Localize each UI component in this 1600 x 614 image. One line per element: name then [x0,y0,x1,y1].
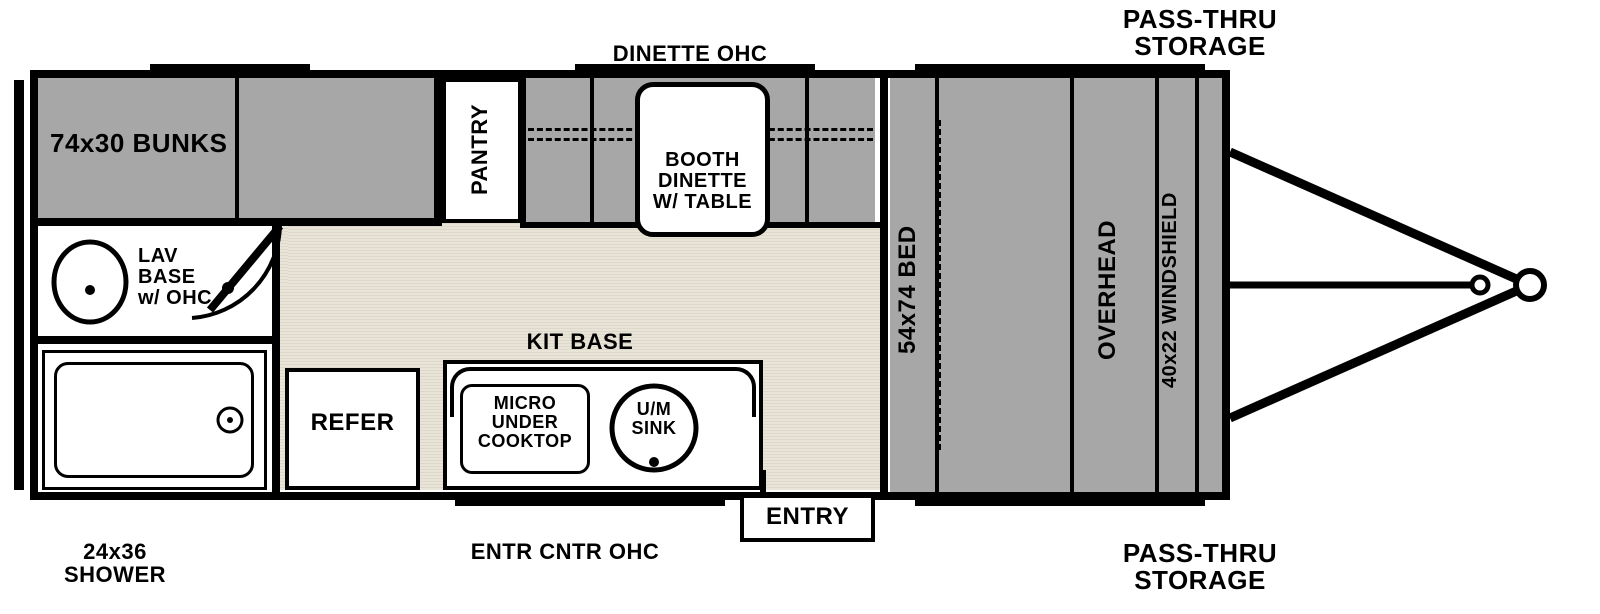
label-pass-thru-bottom: PASS-THRUSTORAGE [1070,540,1330,595]
label-kitbase: KIT BASE [500,330,660,353]
label-entry: ENTRY [745,504,870,529]
label-booth: BOOTHDINETTEW/ TABLE [640,150,765,213]
rear-bumper [14,80,24,490]
label-windshield: 40x22 WINDSHIELD [1160,150,1181,430]
label-pass-thru-top: PASS-THRUSTORAGE [1070,6,1330,61]
label-shower: 24x36SHOWER [30,540,200,586]
bed-dash [938,120,941,450]
bed-div2 [1070,78,1074,492]
window-bot-2 [455,500,725,506]
window-top-1 [150,64,310,70]
label-overhead: OVERHEAD [1095,200,1120,380]
shower-drain-icon [210,400,250,440]
window-bot-3 [915,500,1205,506]
label-bed: 54x74 BED [895,190,920,390]
hitch-aframe [1230,140,1570,430]
label-entr-cntr: ENTR CNTR OHC [435,540,695,563]
window-top-2 [575,64,815,70]
label-dinette-ohc: DINETTE OHC [560,42,820,65]
toilet-icon [48,238,138,328]
label-sink: U/MSINK [620,400,688,438]
window-top-3 [915,64,1205,70]
dinette-left [520,78,526,228]
dinette-bench-l [590,78,594,223]
label-micro: MICROUNDERCOOKTOP [462,394,588,451]
dinette-bench-r [805,78,809,223]
bed-div4 [1195,78,1199,492]
label-bunks: 74x30 BUNKS [50,130,280,157]
bedroom-wall [880,78,888,492]
kitchen-right-stub [760,470,766,492]
label-pantry: PANTRY [468,95,491,205]
bath-door-swing [180,218,310,348]
label-refer: REFER [290,410,415,435]
bunks-right-wall [434,78,442,226]
